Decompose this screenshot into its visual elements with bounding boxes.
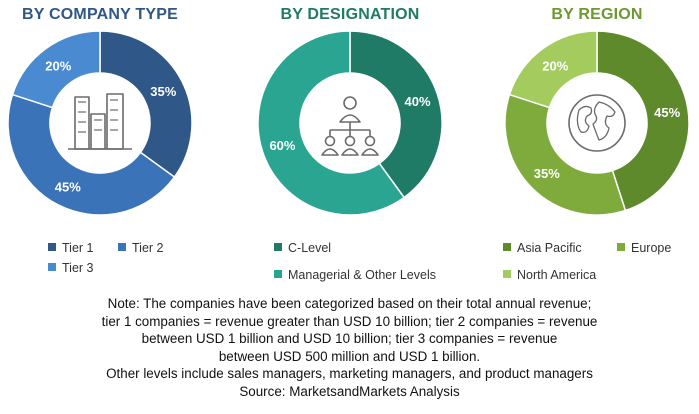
legend-swatch-tier-3 xyxy=(48,263,56,271)
region-donut: 45% 35% 20% xyxy=(504,30,690,216)
note-line-3: between USD 1 billion and USD 10 billion… xyxy=(141,331,558,347)
buildings-icon xyxy=(68,93,132,150)
legend-swatch-tier-2 xyxy=(118,243,126,251)
legend-swatch-asia-pacific xyxy=(503,243,511,251)
legend-swatch-north-america xyxy=(503,270,511,278)
slice-label-managerial-other-levels: 60% xyxy=(269,138,295,153)
legend-label-c-level: C-Level xyxy=(288,241,332,255)
slice-label-north-america: 20% xyxy=(542,59,568,74)
slice-label-tier-3: 20% xyxy=(45,59,71,74)
legend-swatch-c-level xyxy=(274,243,282,251)
region-title: BY REGION xyxy=(551,6,643,23)
slice-label-tier-2: 45% xyxy=(55,179,81,194)
legend-item-c-level: C-Level xyxy=(274,241,331,255)
slice-label-tier-1: 35% xyxy=(150,84,176,99)
slice-label-asia-pacific: 45% xyxy=(654,105,680,120)
slice-label-c-level: 40% xyxy=(405,94,431,109)
company-type-legend: Tier 1 Tier 2 Tier 3 xyxy=(48,241,208,281)
slice-tier-1 xyxy=(99,30,193,179)
region-legend: Asia Pacific Europe North America xyxy=(503,241,699,282)
legend-label-europe: Europe xyxy=(631,241,672,255)
legend-label-tier-2: Tier 2 xyxy=(132,241,164,255)
org-chart-icon xyxy=(321,96,379,156)
slice-north-america xyxy=(508,30,598,109)
slice-tier-3 xyxy=(11,30,101,109)
legend-item-asia-pacific: Asia Pacific xyxy=(503,241,582,255)
legend-label-tier-1: Tier 1 xyxy=(62,241,94,255)
note-line-2: tier 1 companies = revenue greater than … xyxy=(101,313,598,329)
designation-title: BY DESIGNATION xyxy=(280,6,420,23)
legend-label-tier-3: Tier 3 xyxy=(62,261,94,275)
slice-tier-2 xyxy=(7,93,176,216)
legend-swatch-tier-1 xyxy=(48,243,56,251)
note-line-1: Note: The companies have been categorize… xyxy=(107,296,592,311)
company-type-title: BY COMPANY TYPE xyxy=(22,6,178,23)
globe-icon xyxy=(568,94,626,152)
note-line-5: Other levels include sales managers, mar… xyxy=(106,366,593,382)
legend-item-north-america: North America xyxy=(503,268,596,282)
legend-item-tier-2: Tier 2 xyxy=(118,241,164,255)
slice-c-level xyxy=(349,30,443,199)
legend-item-managerial: Managerial & Other Levels xyxy=(274,268,436,282)
slice-label-europe: 35% xyxy=(534,166,560,181)
donut-center xyxy=(51,74,149,172)
legend-item-tier-1: Tier 1 xyxy=(48,241,94,255)
donut-center xyxy=(548,74,646,172)
slice-asia-pacific xyxy=(596,30,690,212)
legend-item-europe: Europe xyxy=(617,241,671,255)
designation-donut: 40% 60% xyxy=(257,30,443,216)
legend-swatch-europe xyxy=(617,243,625,251)
note-line-4: between USD 500 million and USD 1 billio… xyxy=(218,348,481,364)
legend-label-asia-pacific: Asia Pacific xyxy=(517,241,582,255)
company-type-donut: 35% 45% 20% xyxy=(7,30,193,216)
legend-item-tier-3: Tier 3 xyxy=(48,261,94,275)
legend-label-managerial: Managerial & Other Levels xyxy=(288,268,436,282)
designation-legend: C-Level Managerial & Other Levels xyxy=(274,241,464,282)
slice-europe xyxy=(504,93,627,216)
footnote: Note: The companies have been categorize… xyxy=(0,295,699,401)
legend-label-north-america: North America xyxy=(517,268,597,282)
slice-managerial-other-levels xyxy=(257,30,406,216)
source-line: Source: MarketsandMarkets Analysis xyxy=(239,383,460,399)
legend-swatch-managerial xyxy=(274,270,282,278)
